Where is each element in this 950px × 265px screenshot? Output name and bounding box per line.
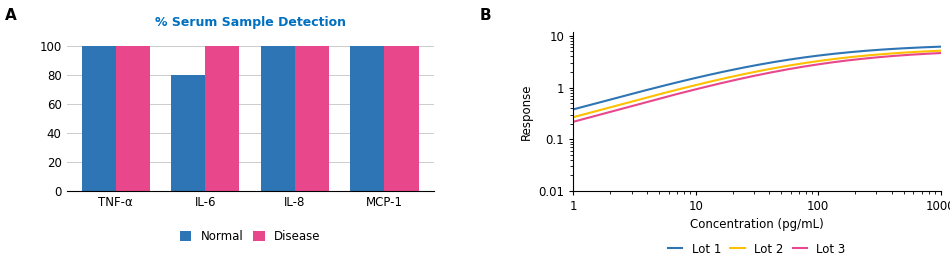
Lot 3 <box>713 82 725 85</box>
Lot 2 <box>713 78 725 81</box>
Lot 1 <box>834 51 846 55</box>
Lot 2 <box>834 57 846 60</box>
Lot 1 <box>832 52 844 55</box>
Bar <box>205 46 239 191</box>
Lot 3 <box>935 51 946 55</box>
Lot 3 <box>687 89 698 92</box>
Lot 2 <box>612 104 623 107</box>
Lot 2 <box>567 116 579 119</box>
X-axis label: Concentration (pg/mL): Concentration (pg/mL) <box>690 218 824 231</box>
Legend: Normal, Disease: Normal, Disease <box>175 225 326 248</box>
Lot 1 <box>687 77 698 80</box>
Text: A: A <box>5 8 16 23</box>
Bar <box>385 46 419 191</box>
Lot 1 <box>612 96 623 99</box>
Lot 3 <box>567 120 579 123</box>
Bar <box>82 46 116 191</box>
Lot 2 <box>935 49 946 52</box>
Bar <box>351 46 385 191</box>
Text: B: B <box>480 8 491 23</box>
Bar <box>116 46 150 191</box>
Lot 2 <box>687 84 698 87</box>
Bar <box>294 46 329 191</box>
Lot 3 <box>612 108 623 112</box>
Lot 2 <box>832 57 844 60</box>
Lot 3 <box>799 65 810 68</box>
Bar <box>171 75 205 191</box>
Line: Lot 2: Lot 2 <box>573 51 940 117</box>
Line: Lot 3: Lot 3 <box>573 53 940 122</box>
Legend: Lot 1, Lot 2, Lot 3: Lot 1, Lot 2, Lot 3 <box>663 238 850 260</box>
Lot 2 <box>799 61 810 65</box>
Lot 1 <box>567 108 579 111</box>
Line: Lot 1: Lot 1 <box>573 47 940 109</box>
Title: % Serum Sample Detection: % Serum Sample Detection <box>155 16 346 29</box>
Lot 3 <box>834 60 846 63</box>
Bar <box>261 46 294 191</box>
Lot 1 <box>799 56 810 59</box>
Lot 3 <box>832 60 844 63</box>
Lot 1 <box>935 45 946 48</box>
Lot 1 <box>713 71 725 74</box>
Y-axis label: Response: Response <box>520 83 533 140</box>
